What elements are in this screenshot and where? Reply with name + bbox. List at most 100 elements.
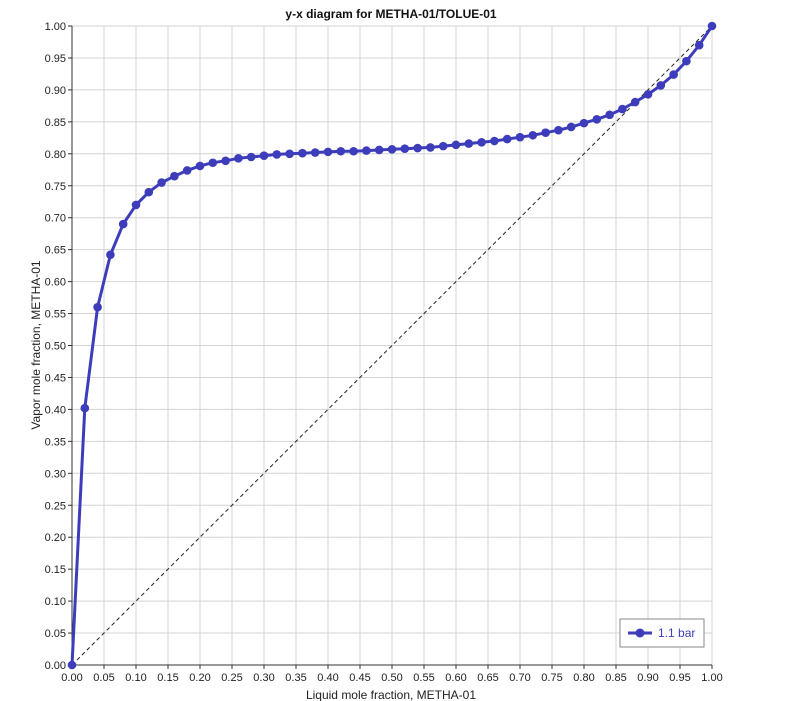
data-point xyxy=(208,158,218,168)
data-point xyxy=(285,149,294,159)
data-point xyxy=(426,143,435,152)
data-point xyxy=(502,134,512,144)
x-tick-label: 0.10 xyxy=(125,672,146,684)
x-tick-label: 0.05 xyxy=(93,672,114,684)
data-point xyxy=(618,104,627,114)
x-tick-label: 0.75 xyxy=(541,672,562,684)
data-point xyxy=(682,56,691,66)
data-point xyxy=(451,140,461,150)
data-point xyxy=(707,21,717,31)
data-point xyxy=(259,151,269,161)
data-point xyxy=(106,250,115,260)
y-tick-label: 1.00 xyxy=(45,21,66,33)
x-tick-label: 0.70 xyxy=(509,672,530,684)
y-tick-label: 0.85 xyxy=(45,117,66,129)
x-tick-label: 0.55 xyxy=(413,672,434,684)
data-point xyxy=(387,145,397,154)
data-point xyxy=(221,156,230,166)
data-point xyxy=(592,114,602,124)
series-layer xyxy=(67,21,717,670)
data-point xyxy=(541,128,550,138)
x-tick-label: 0.15 xyxy=(157,672,178,684)
x-axis-ticks: 0.00 0.05 0.10 0.15 0.20 0.25 0.30 0.35 0.40 0.45… xyxy=(61,665,723,684)
y-tick-label: 0.15 xyxy=(45,564,66,576)
chart-title: y-x diagram for METHA-01/TOLUE-01 xyxy=(285,7,496,21)
x-tick-label: 0.35 xyxy=(285,672,306,684)
data-point xyxy=(170,171,179,181)
x-tick-label: 0.45 xyxy=(349,672,370,684)
y-axis-ticks: 0.00 0.05 0.10 0.15 0.20 0.25 0.30 0.35 0.40 0.45… xyxy=(45,21,72,672)
data-point xyxy=(349,146,358,156)
data-point xyxy=(566,122,576,132)
x-tick-label: 0.80 xyxy=(573,672,594,684)
y-tick-label: 0.75 xyxy=(45,181,66,193)
x-tick-label: 0.60 xyxy=(445,672,466,684)
data-point xyxy=(182,166,192,175)
data-point xyxy=(272,150,282,159)
data-point xyxy=(400,144,410,153)
y-tick-label: 0.90 xyxy=(45,85,66,97)
x-tick-label: 0.50 xyxy=(381,672,402,684)
data-point xyxy=(310,148,320,157)
data-point xyxy=(579,118,589,128)
y-tick-label: 0.30 xyxy=(45,468,66,480)
x-tick-label: 0.00 xyxy=(61,672,82,684)
data-point xyxy=(80,403,90,413)
y-tick-label: 0.80 xyxy=(45,149,66,161)
y-tick-label: 0.65 xyxy=(45,245,66,257)
y-tick-label: 0.60 xyxy=(45,277,66,289)
y-tick-label: 0.70 xyxy=(45,213,66,225)
data-point xyxy=(246,152,256,162)
data-point xyxy=(157,178,166,187)
y-tick-label: 0.40 xyxy=(45,404,66,416)
data-point xyxy=(67,660,77,670)
data-point xyxy=(93,302,102,312)
data-point xyxy=(144,187,154,197)
data-point xyxy=(374,145,384,155)
data-point xyxy=(195,161,205,171)
data-point xyxy=(118,219,128,229)
data-point xyxy=(656,81,666,90)
legend-swatch-marker xyxy=(635,628,645,638)
data-point xyxy=(234,153,243,163)
data-point xyxy=(323,147,333,157)
legend-label: 1.1 bar xyxy=(658,626,695,640)
x-tick-label: 0.20 xyxy=(189,672,210,684)
x-tick-label: 1.00 xyxy=(701,672,722,684)
x-tick-label: 0.95 xyxy=(669,672,690,684)
data-point xyxy=(528,130,538,140)
data-point xyxy=(438,141,448,151)
y-tick-label: 0.55 xyxy=(45,309,66,321)
y-tick-label: 0.05 xyxy=(45,628,66,640)
legend: 1.1 bar xyxy=(619,618,705,648)
data-point xyxy=(694,40,704,50)
data-point xyxy=(490,136,499,146)
x-axis-label: Liquid mole fraction, METHA-01 xyxy=(306,688,476,701)
data-point xyxy=(336,146,346,156)
data-point xyxy=(298,148,307,158)
data-point xyxy=(477,137,486,147)
x-tick-label: 0.85 xyxy=(605,672,626,684)
data-point xyxy=(605,110,614,120)
data-point xyxy=(464,139,474,148)
x-tick-label: 0.30 xyxy=(253,672,274,684)
y-axis-label: Vapor mole fraction, METHA-01 xyxy=(29,260,43,429)
x-tick-label: 0.40 xyxy=(317,672,338,684)
data-point xyxy=(630,97,640,107)
data-point xyxy=(131,200,141,210)
x-tick-label: 0.25 xyxy=(221,672,242,684)
y-tick-label: 0.10 xyxy=(45,596,66,608)
diagonal-reference-line xyxy=(71,25,713,666)
data-point xyxy=(413,143,422,153)
y-tick-label: 0.95 xyxy=(45,53,66,65)
grid-lines xyxy=(71,25,713,666)
data-point xyxy=(643,90,653,99)
y-tick-label: 0.45 xyxy=(45,372,66,384)
data-point xyxy=(554,125,563,135)
data-point xyxy=(515,132,525,142)
y-tick-label: 0.00 xyxy=(45,660,66,672)
y-tick-label: 0.20 xyxy=(45,532,66,544)
data-point xyxy=(669,70,678,79)
x-tick-label: 0.90 xyxy=(637,672,658,684)
